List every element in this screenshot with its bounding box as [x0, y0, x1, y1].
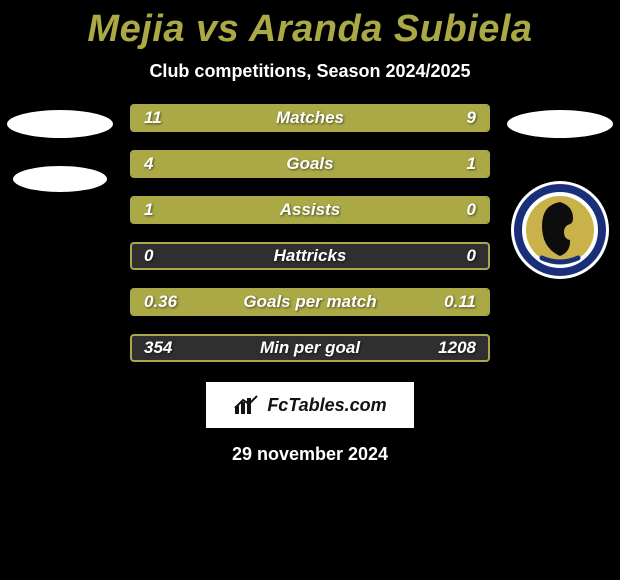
stat-label: Hattricks: [132, 244, 488, 268]
stat-row: 0Hattricks0: [130, 242, 490, 270]
stat-row: 11Matches9: [130, 104, 490, 132]
stat-row: 4Goals1: [130, 150, 490, 178]
stat-label: Goals per match: [132, 290, 488, 314]
stat-value-right: 1: [467, 152, 476, 176]
left-team-shape-2: [13, 166, 107, 192]
branding-chart-icon: [233, 394, 261, 416]
stat-label: Goals: [132, 152, 488, 176]
comparison-area: 11Matches94Goals11Assists00Hattricks00.3…: [0, 104, 620, 362]
right-team-column: [500, 104, 620, 280]
branding-text: FcTables.com: [267, 395, 386, 416]
comparison-card: Mejia vs Aranda Subiela Club competition…: [0, 0, 620, 580]
stat-label: Assists: [132, 198, 488, 222]
left-team-shape-1: [7, 110, 113, 138]
left-team-column: [0, 104, 120, 192]
stat-value-right: 0.11: [444, 290, 476, 314]
date-text: 29 november 2024: [232, 444, 388, 465]
stat-label: Min per goal: [132, 336, 488, 360]
page-title: Mejia vs Aranda Subiela: [87, 8, 532, 51]
stat-row: 1Assists0: [130, 196, 490, 224]
right-team-crest: [510, 180, 610, 280]
stat-label: Matches: [132, 106, 488, 130]
right-team-shape-1: [507, 110, 613, 138]
stat-value-right: 9: [467, 106, 476, 130]
stat-bars: 11Matches94Goals11Assists00Hattricks00.3…: [130, 104, 490, 362]
crest-icon: [510, 180, 610, 280]
stat-row: 0.36Goals per match0.11: [130, 288, 490, 316]
stat-value-right: 1208: [438, 336, 476, 360]
subtitle: Club competitions, Season 2024/2025: [149, 61, 470, 82]
stat-value-right: 0: [467, 244, 476, 268]
stat-value-right: 0: [467, 198, 476, 222]
branding-badge: FcTables.com: [206, 382, 414, 428]
stat-row: 354Min per goal1208: [130, 334, 490, 362]
